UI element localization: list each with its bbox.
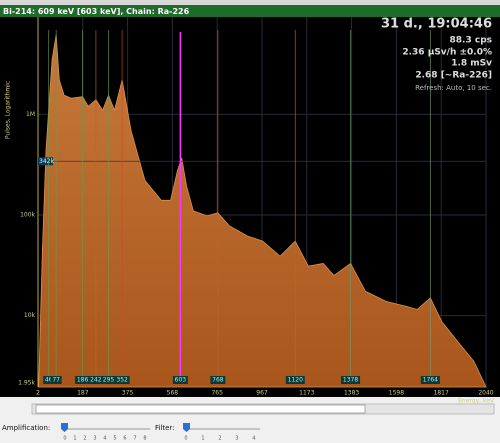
peak-label: 186	[77, 377, 89, 384]
peak-label: 242	[90, 377, 102, 384]
header-title: Bi-214: 609 keV [603 keV], Chain: Ra-226	[3, 7, 190, 16]
readout-line: 2.36 µSv/h ±0.0%	[402, 48, 492, 58]
x-tick-label: 1817	[434, 390, 449, 397]
x-tick-label: 2040	[478, 390, 493, 397]
x-axis-label: Energy, keV	[458, 398, 495, 405]
y-axis-label: Pulses, Logarithmic	[5, 81, 12, 139]
slider-tick-label: 2	[83, 436, 86, 442]
peak-label: 352	[116, 377, 128, 384]
slider-tick-label: 2	[218, 436, 221, 442]
slider-tick-label: 7	[133, 436, 136, 442]
slider-tick-label: 1	[201, 436, 204, 442]
peak-label-box	[88, 376, 104, 384]
amplification-thumb[interactable]	[61, 423, 68, 432]
peak-label: 1120	[288, 377, 303, 384]
filter-thumb[interactable]	[183, 423, 190, 432]
peak-label-box	[285, 376, 305, 384]
peak-label: 1764	[423, 377, 438, 384]
readout-line: 88.3 cps	[450, 36, 492, 46]
header-bar	[0, 5, 500, 17]
y-tick-label: 1.95k	[18, 380, 35, 387]
peak-label-box	[172, 376, 188, 384]
y-tick-label: 10k	[24, 312, 36, 319]
peak-label-box	[50, 376, 62, 384]
amplification-label: Amplification:	[2, 424, 50, 432]
scroll-thumb[interactable]	[35, 404, 366, 414]
readout-line: 31 d., 19:04:46	[381, 17, 492, 32]
readout-line: 1.8 mSv	[451, 59, 492, 69]
peak-label-box	[75, 376, 91, 384]
toolbar-strip	[0, 0, 500, 5]
x-tick-label: 1173	[299, 390, 314, 397]
readout-line: 2.68 [~Ra-226]	[415, 71, 492, 81]
filter-label: Filter:	[155, 424, 175, 432]
cursor-label-box	[38, 157, 53, 166]
readout-line: Refresh: Auto, 10 sec.	[415, 84, 492, 92]
y-tick-label: 100k	[20, 212, 35, 219]
peak-label-box	[43, 376, 55, 384]
slider-tick-label: 3	[93, 436, 96, 442]
slider-tick-label: 4	[103, 436, 106, 442]
cursor-label: 342k	[39, 158, 54, 165]
x-tick-label: 765	[211, 390, 223, 397]
peak-label: 295	[103, 377, 115, 384]
x-tick-label: 375	[122, 390, 134, 397]
x-tick-label: 568	[167, 390, 179, 397]
y-tick-label: 1M	[26, 111, 35, 118]
peak-label-box	[101, 376, 117, 384]
slider-tick-label: 6	[123, 436, 126, 442]
x-tick-label: 1598	[389, 390, 404, 397]
slider-tick-label: 4	[252, 436, 255, 442]
x-tick-label: 1383	[344, 390, 359, 397]
slider-tick-label: 1	[73, 436, 76, 442]
peak-label: 603	[175, 377, 187, 384]
peak-label: 46	[45, 377, 53, 384]
peak-label-box	[341, 376, 361, 384]
peak-label: 1378	[343, 377, 358, 384]
x-tick-label: 187	[77, 390, 89, 397]
slider-tick-label: 3	[235, 436, 238, 442]
peak-label-box	[114, 376, 130, 384]
spectrum-area	[38, 34, 487, 388]
peak-label: 77	[52, 377, 60, 384]
x-tick-label: 967	[256, 390, 268, 397]
slider-tick-label: 5	[113, 436, 116, 442]
slider-tick-label: 0	[184, 436, 187, 442]
slider-tick-label: 0	[63, 436, 66, 442]
peak-label-box	[210, 376, 226, 384]
peak-label: 768	[212, 377, 224, 384]
slider-tick-label: 8	[143, 436, 146, 442]
peak-label-box	[420, 376, 440, 384]
x-tick-label: 2	[36, 390, 40, 397]
